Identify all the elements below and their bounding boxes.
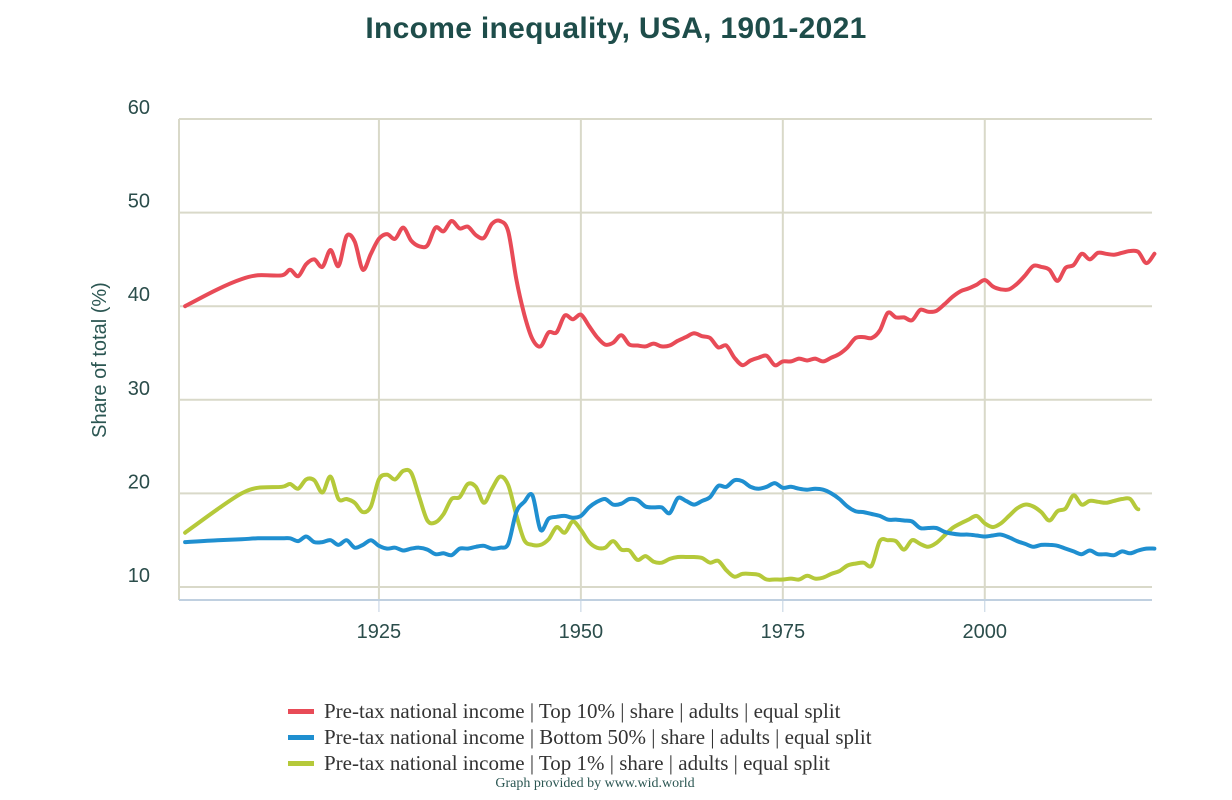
legend-swatch-top10 <box>288 708 314 714</box>
x-tick-label: 2000 <box>963 621 1008 643</box>
chart-plot: 10 20 30 40 50 60 1925 1950 1975 2000 Share of to… <box>89 97 1157 643</box>
legend-item-bottom50[interactable]: Pre-tax national income | Bottom 50% | s… <box>288 724 872 750</box>
y-tick-label: 20 <box>128 471 150 493</box>
x-tick-label: 1925 <box>357 621 402 643</box>
series-line-top10[interactable] <box>183 218 1157 368</box>
legend-label-top1: Pre-tax national income | Top 1% | share… <box>324 751 831 775</box>
y-tick-label: 40 <box>128 284 150 306</box>
x-tick-label: 1950 <box>559 621 604 643</box>
series-line-bottom50[interactable] <box>183 477 1157 558</box>
legend-swatch-top1 <box>288 760 314 766</box>
series-line-top1[interactable] <box>183 467 1141 582</box>
legend-label-top10: Pre-tax national income | Top 10% | shar… <box>324 699 841 723</box>
legend-swatch-bottom50 <box>288 734 314 740</box>
legend-item-top1[interactable]: Pre-tax national income | Top 1% | share… <box>288 750 872 776</box>
axes: 10 20 30 40 50 60 1925 1950 1975 2000 <box>128 97 1152 643</box>
y-tick-label: 30 <box>128 378 150 400</box>
legend-label-bottom50: Pre-tax national income | Bottom 50% | s… <box>324 725 872 749</box>
y-tick-label: 50 <box>128 191 150 213</box>
grid <box>178 118 1152 600</box>
x-tick-label: 1975 <box>761 621 806 643</box>
y-tick-label: 60 <box>128 97 150 119</box>
chart-title: Income inequality, USA, 1901-2021 <box>365 12 867 45</box>
series-lines <box>183 218 1157 582</box>
legend-item-top10[interactable]: Pre-tax national income | Top 10% | shar… <box>288 698 872 724</box>
y-axis-label: Share of total (%) <box>89 282 111 438</box>
credit-text[interactable]: Graph provided by www.wid.world <box>495 776 695 791</box>
legend: Pre-tax national income | Top 10% | shar… <box>288 698 872 776</box>
y-tick-label: 10 <box>128 565 150 587</box>
